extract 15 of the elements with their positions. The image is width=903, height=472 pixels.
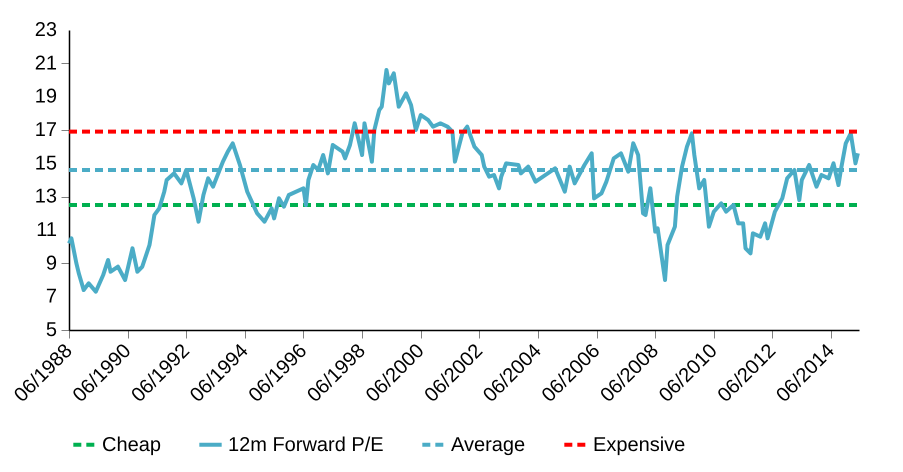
y-tick-label: 13	[34, 186, 57, 208]
legend-label: Expensive	[593, 434, 686, 456]
legend-label: Cheap	[102, 434, 161, 456]
legend-label: Average	[451, 434, 526, 456]
y-tick-label: 17	[34, 119, 57, 141]
y-tick-label: 7	[46, 286, 57, 308]
y-tick-label: 9	[46, 252, 57, 274]
y-tick-label: 15	[34, 152, 57, 174]
line-series	[67, 68, 860, 294]
legend-label: 12m Forward P/E	[228, 434, 384, 456]
y-tick-label: 23	[34, 19, 57, 41]
y-tick-label: 19	[34, 86, 57, 108]
y-tick-label: 5	[46, 319, 57, 341]
y-tick-label: 21	[34, 52, 57, 74]
y-tick-label: 11	[36, 219, 57, 241]
